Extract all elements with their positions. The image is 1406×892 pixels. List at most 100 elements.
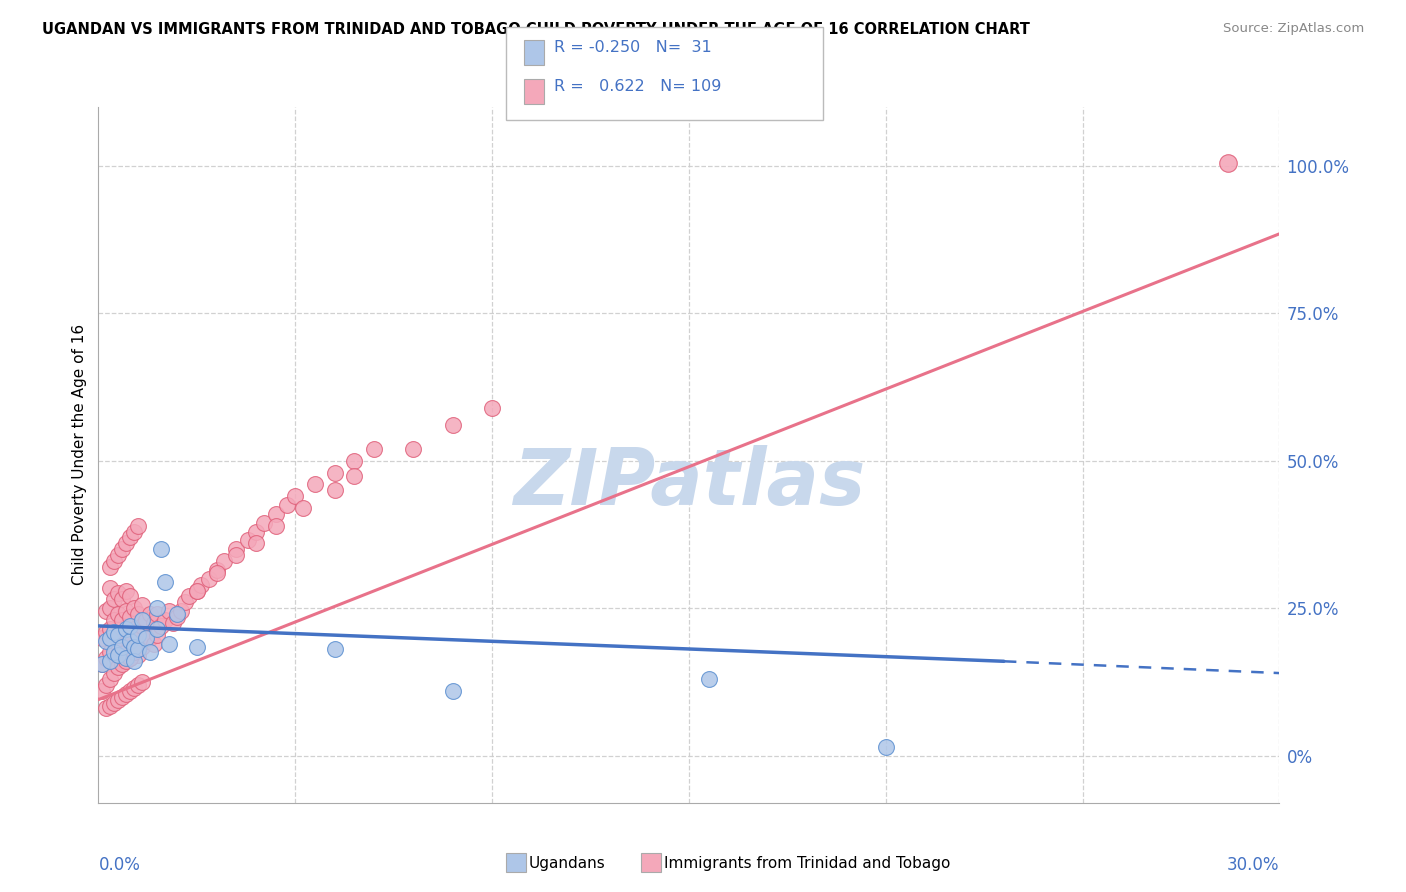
Point [118,619,141,633]
Point [225,542,247,557]
Text: ZIPatlas: ZIPatlas [513,445,865,521]
Point [107,660,129,674]
Point [96,604,118,618]
Point [214,554,236,568]
Point [122,645,145,659]
Point [236,533,259,548]
Point [107,586,129,600]
Point [127,607,149,621]
Point [186,583,208,598]
Point [323,466,346,480]
Point [122,654,145,668]
Point [127,642,149,657]
Point [96,624,118,639]
Point [98,672,121,686]
Point [186,640,208,654]
Point [323,483,346,498]
Point [118,683,141,698]
Point [118,651,141,665]
Point [107,648,129,663]
Point [127,628,149,642]
Point [98,654,121,668]
Text: Immigrants from Trinidad and Tobago: Immigrants from Trinidad and Tobago [664,856,950,871]
Point [142,615,165,630]
Point [343,468,366,483]
Point [304,477,326,491]
Text: 30.0%: 30.0% [1227,855,1279,874]
Point [111,640,134,654]
Point [98,622,121,636]
Point [91,657,114,672]
Point [146,622,169,636]
Point [96,701,118,715]
Point [103,633,125,648]
Point [111,657,134,672]
Point [111,542,134,557]
Point [155,574,177,589]
Point [103,554,125,568]
Point [481,401,503,415]
Point [177,590,200,604]
Text: R = -0.250   N=  31: R = -0.250 N= 31 [554,40,711,54]
Point [166,607,188,621]
Point [323,642,346,657]
Point [115,645,138,659]
Point [115,651,138,665]
Point [127,648,149,663]
Point [107,548,129,562]
Text: R =   0.622   N= 109: R = 0.622 N= 109 [554,79,721,94]
Point [150,619,173,633]
Point [135,631,157,645]
Point [115,583,138,598]
Point [107,692,129,706]
Point [118,590,141,604]
Point [875,739,897,754]
Point [127,518,149,533]
Point [122,642,145,657]
Text: 0.0%: 0.0% [98,855,141,874]
Point [107,628,129,642]
Point [155,613,177,627]
Text: UGANDAN VS IMMIGRANTS FROM TRINIDAD AND TOBAGO CHILD POVERTY UNDER THE AGE OF 16: UGANDAN VS IMMIGRANTS FROM TRINIDAD AND … [42,22,1031,37]
Point [91,683,114,698]
Point [186,583,208,598]
Point [115,622,138,636]
Point [91,657,114,672]
Point [98,631,121,645]
Point [157,637,180,651]
Point [96,651,118,665]
Point [107,607,129,621]
Point [111,690,134,704]
Point [157,604,180,618]
Point [98,560,121,574]
Point [292,500,315,515]
Point [111,613,134,627]
Point [96,678,118,692]
Point [264,518,287,533]
Point [131,613,153,627]
Point [103,613,125,627]
Point [98,698,121,713]
Point [118,633,141,648]
Point [111,592,134,607]
Point [103,696,125,710]
Point [115,687,138,701]
Point [146,607,169,621]
Point [118,651,141,665]
Point [343,454,366,468]
Point [115,536,138,550]
Point [122,524,145,539]
Point [146,601,169,615]
Point [122,601,145,615]
Point [138,607,160,621]
Point [127,678,149,692]
Text: Source: ZipAtlas.com: Source: ZipAtlas.com [1223,22,1364,36]
Point [441,683,464,698]
Point [131,640,153,654]
Point [127,642,149,657]
Point [103,592,125,607]
Point [205,563,228,577]
Point [131,619,153,633]
Point [111,633,134,648]
Point [131,674,153,689]
